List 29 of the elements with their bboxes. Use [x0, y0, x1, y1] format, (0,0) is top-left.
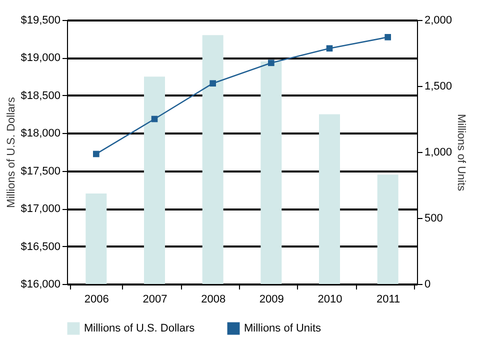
y2-tick-label: 1,000: [424, 146, 452, 158]
y-tick-label: $17,500: [20, 165, 60, 178]
y2-tick-label: 1,500: [424, 80, 452, 92]
y-tick-label: $16,500: [20, 240, 60, 253]
point: [384, 34, 391, 40]
y-tick-label: $17,000: [20, 203, 60, 216]
point: [93, 150, 100, 158]
legend-label: Millions of Units: [244, 322, 322, 335]
x-tick-label: 2011: [376, 294, 400, 306]
x-tick-label: 2007: [142, 294, 168, 306]
y2-tick-label: 0: [424, 278, 431, 290]
y2-tick-label: 2,000: [424, 14, 452, 26]
y-axis-title: Millions of U.S. Dollars: [6, 96, 18, 208]
y-tick-label: $19,000: [20, 52, 60, 64]
x-tick-label: 2009: [259, 294, 284, 306]
point: [151, 116, 158, 122]
y2-axis-title: Millions of Units: [455, 114, 468, 192]
y-tick-label: $18,000: [20, 128, 60, 140]
point: [210, 80, 216, 87]
x-tick-label: 2008: [201, 294, 226, 306]
legend-label: Millions of U.S. Dollars: [84, 322, 196, 335]
point: [268, 60, 274, 66]
x-tick-label: 2006: [84, 294, 109, 306]
y2-tick-label: 500: [424, 212, 443, 224]
point: [326, 45, 333, 52]
y-tick-label: $19,500: [20, 14, 60, 26]
y-tick-label: $18,500: [20, 90, 60, 102]
y-tick-label: $16,000: [20, 278, 60, 290]
x-tick-label: 2010: [318, 294, 342, 306]
